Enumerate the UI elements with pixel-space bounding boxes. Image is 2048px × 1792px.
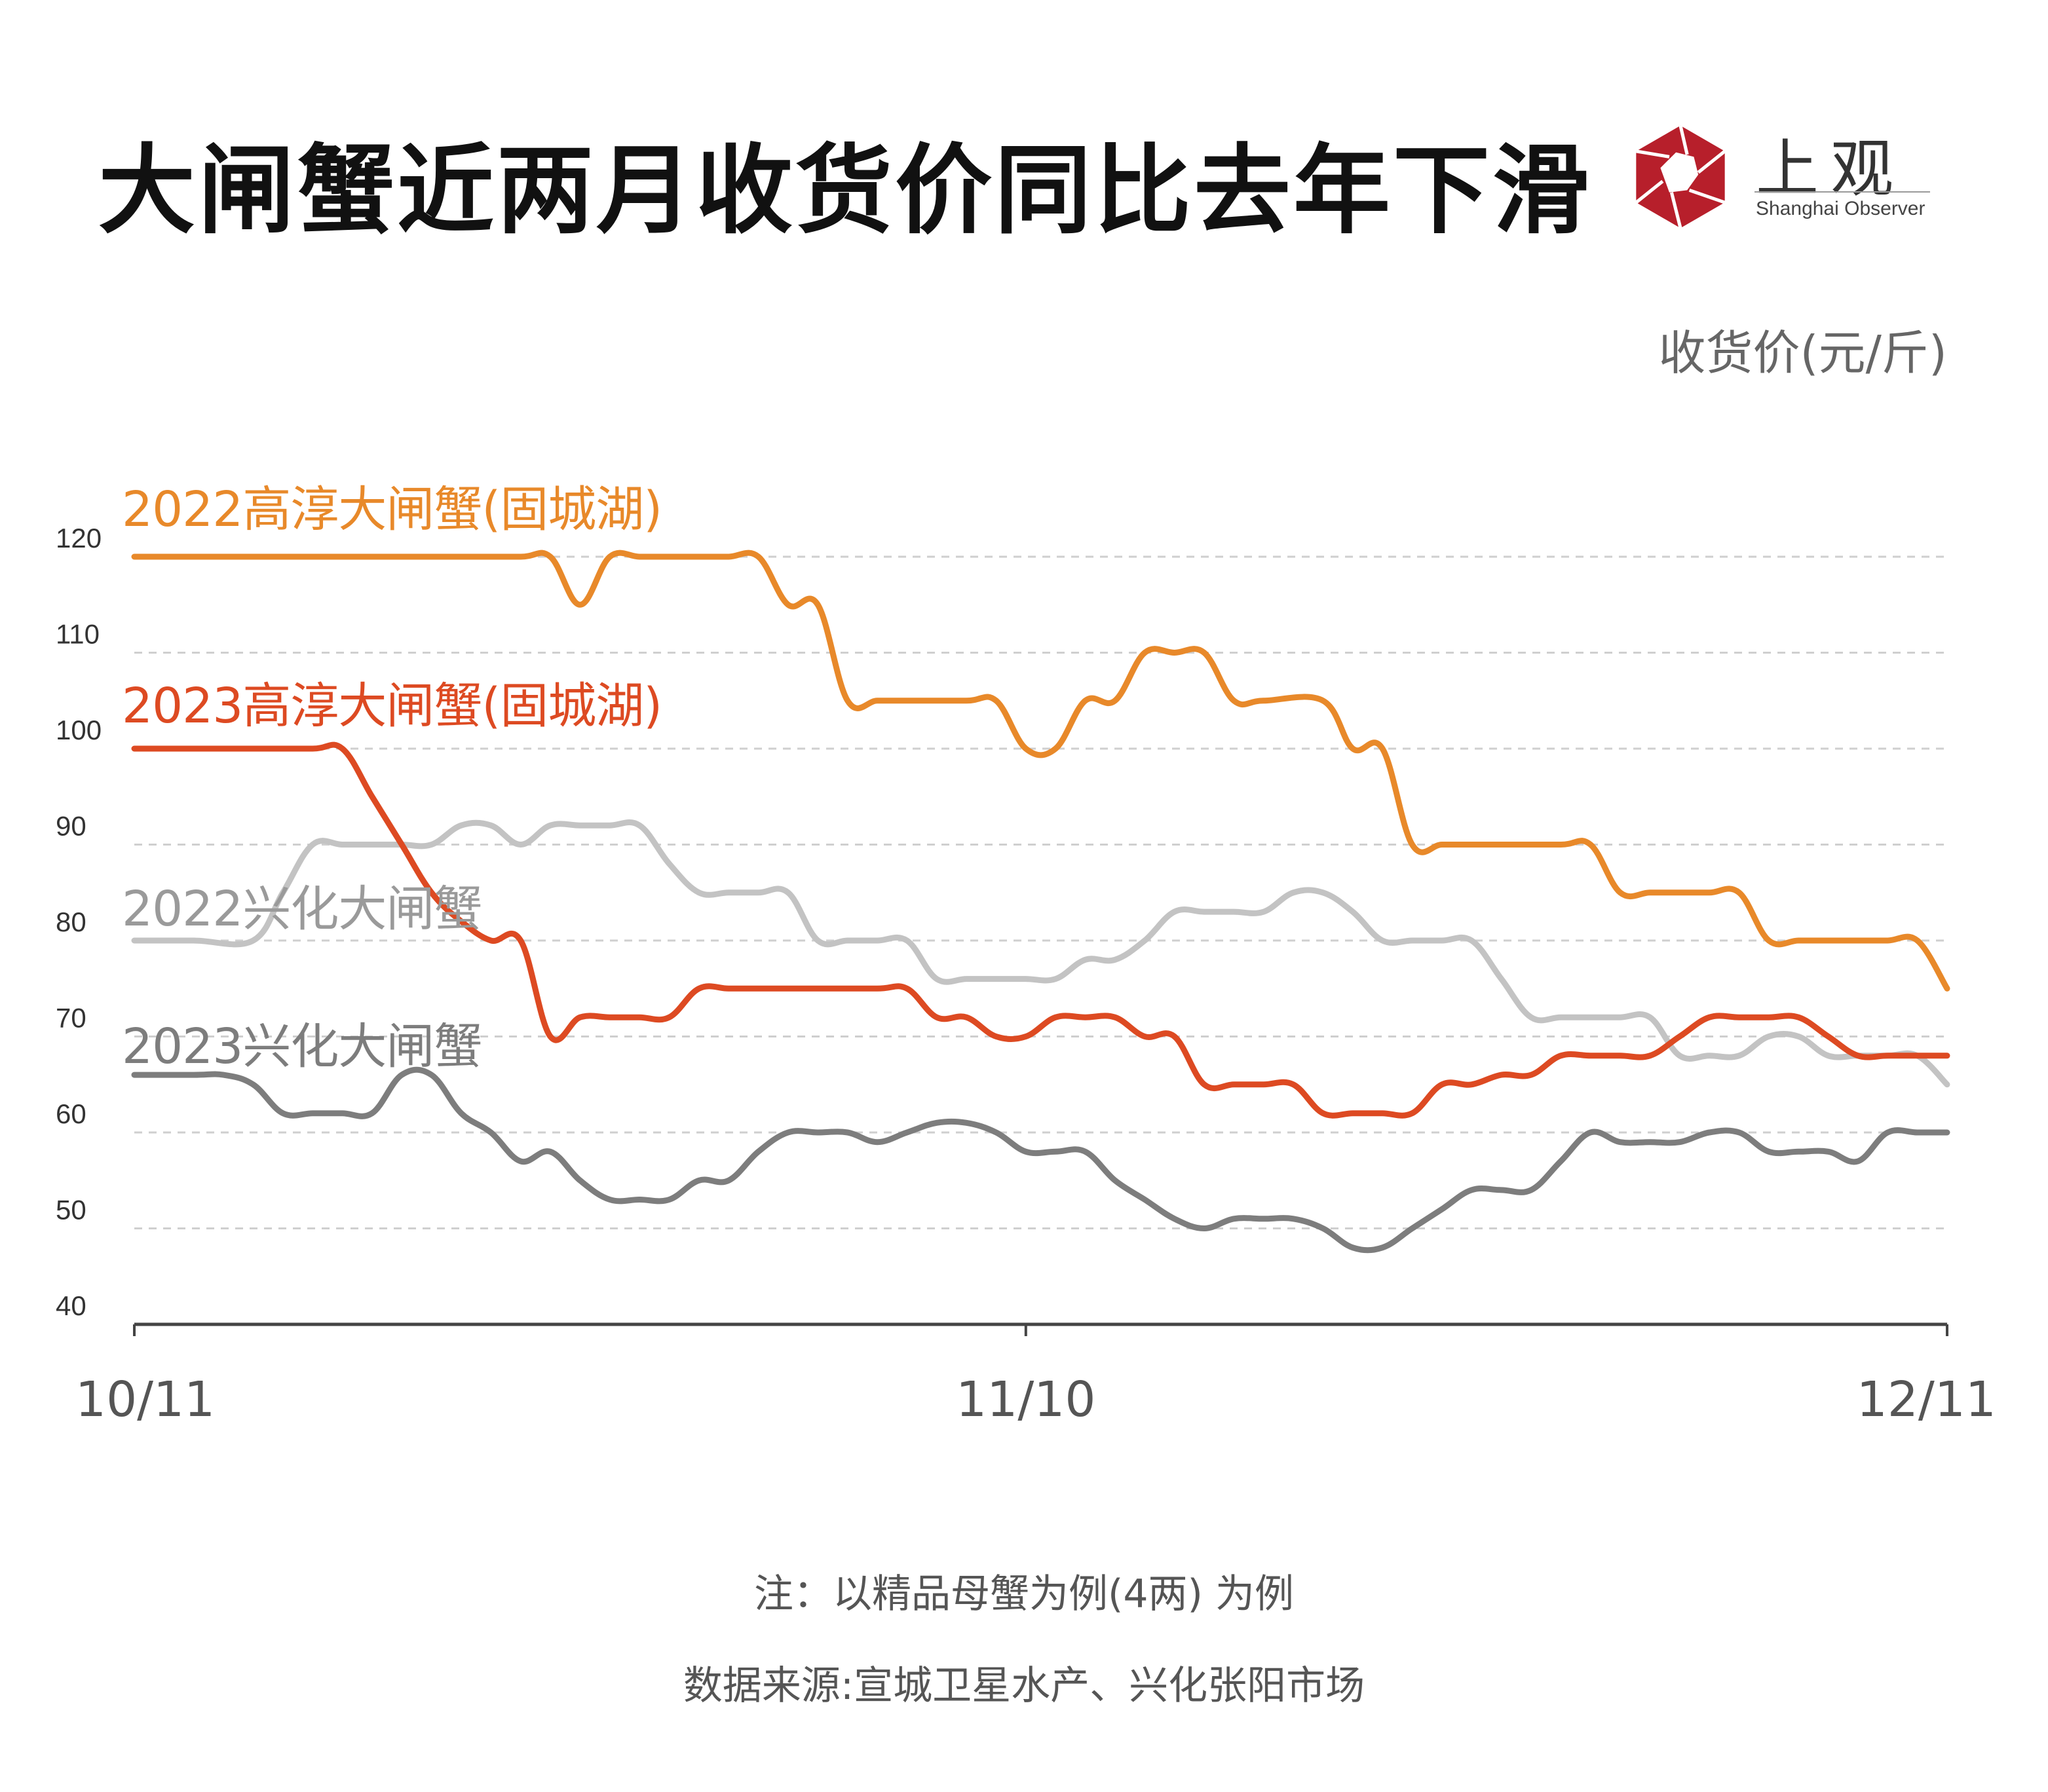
camera-shutter-icon: [1635, 125, 1726, 229]
logo-text-cn: 上观: [1756, 132, 1905, 206]
y-tick-label: 80: [56, 906, 86, 937]
y-tick-label: 40: [56, 1290, 86, 1321]
y-tick-label: 50: [56, 1195, 86, 1225]
series-label-2023-gaochun: 2023高淳大闸蟹(固城湖): [122, 678, 662, 734]
y-tick-label: 60: [56, 1098, 86, 1129]
page-title: 大闸蟹近两月收货价同比去年下滑: [98, 134, 1592, 247]
y-tick-label: 110: [56, 619, 100, 650]
publisher-logo: 上观 Shanghai Observer: [1625, 118, 1965, 229]
y-tick-label: 100: [56, 715, 102, 745]
logo-text-en: Shanghai Observer: [1756, 198, 1925, 219]
y-tick-label: 90: [56, 811, 86, 842]
series-label-2022-xinghua: 2022兴化大闸蟹: [122, 881, 482, 937]
series-line-2022-gaochun: [131, 550, 1950, 992]
y-axis-label: 收货价(元/斤): [1658, 326, 1947, 381]
series-label-2023-xinghua: 2023兴化大闸蟹: [122, 1018, 482, 1075]
y-tick-label: 120: [56, 523, 102, 553]
series-line-2023-xinghua: [131, 1066, 1950, 1254]
series-lines: [131, 550, 1950, 1254]
data-source-note: 数据来源:宣城卫星水产、兴化张阳市场: [683, 1663, 1365, 1709]
series-label-2022-gaochun: 2022高淳大闸蟹(固城湖): [122, 481, 662, 538]
logo-divider: [1754, 191, 1930, 193]
y-tick-label: 70: [56, 1003, 86, 1034]
series-line-2023-gaochun: [131, 741, 1950, 1119]
chart-footnote: 注：以精品母蟹为例(4两) 为例: [753, 1571, 1295, 1617]
x-tick-label: 11/10: [956, 1372, 1095, 1428]
x-tick-label: 12/11: [1857, 1372, 1996, 1428]
x-tick-label: 10/11: [75, 1372, 215, 1428]
y-tick-labels: 40 50 60 70 80 90 100 110 120: [56, 523, 102, 1321]
x-axis: 10/11 11/10 12/11: [75, 1322, 1996, 1428]
series-line-2022-xinghua: [131, 819, 1950, 1088]
